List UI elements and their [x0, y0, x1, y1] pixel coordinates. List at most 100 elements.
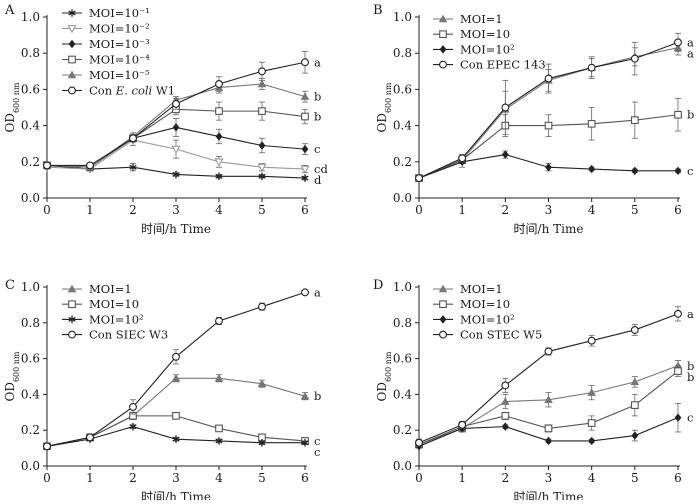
significance-label-a-3: b — [314, 110, 321, 124]
y-axis-label-sub-a: 600 nm — [12, 82, 21, 113]
y-tick-label-a-4: 0.8 — [21, 46, 40, 60]
data-point-c-0-5 — [257, 379, 267, 387]
significance-label-a-2: c — [314, 142, 320, 156]
legend-label-italic-a-5: E. coli — [115, 84, 153, 98]
x-tick-label-d-6: 6 — [674, 471, 682, 485]
data-point-a-3-5 — [258, 107, 266, 115]
data-point-c-2-2 — [129, 422, 137, 431]
y-axis-label-main-a: OD — [3, 113, 17, 132]
data-point-a-0-3-stroke-2 — [172, 172, 180, 177]
data-point-b-3-4 — [587, 63, 596, 72]
chart-panel-c: C 0 1 2 3 4 5 6 0.0 0.2 0.4 0.6 0.8 1.0 OD600 nm 时间/h T… — [3, 278, 321, 504]
x-tick-label-c-0: 0 — [43, 471, 51, 485]
legend-marker-a-0 — [68, 9, 76, 17]
panel-letter-c: C — [5, 278, 15, 293]
legend-item-c-2: MOI=10² — [62, 312, 144, 326]
legend-label-a-5: Con E. coli W1 — [89, 84, 175, 98]
series-c-1 — [43, 411, 309, 451]
data-point-a-5-0 — [43, 161, 51, 170]
data-point-c-3-1 — [86, 433, 94, 442]
x-tick-label-a-5: 5 — [258, 203, 266, 217]
data-point-c-2-4 — [215, 437, 223, 445]
legend-marker-d-2 — [439, 315, 447, 324]
data-point-c-3-3 — [172, 352, 180, 361]
legend-label-d-2: MOI=10² — [460, 312, 515, 326]
x-tick-label-b-1: 1 — [458, 203, 466, 217]
legend-marker-a-5 — [68, 86, 76, 95]
x-axis-label-en-b: Time — [553, 222, 583, 236]
legend-label-c-2: MOI=10² — [89, 312, 144, 326]
significance-label-b-3: a — [687, 35, 694, 49]
data-point-c-1-4 — [215, 424, 223, 433]
legend-item-b-2: MOI=10² — [433, 42, 515, 56]
legend-item-a-5: Con E. coli W1 — [62, 84, 175, 98]
legend-marker-d-3 — [439, 330, 447, 339]
data-point-d-0-3 — [544, 395, 553, 404]
x-axis-label-zh-b: 时间/h — [514, 222, 554, 236]
data-point-a-1-3 — [171, 145, 181, 154]
series-b-0 — [414, 40, 683, 182]
legend-label-a-2: MOI=10⁻³ — [89, 37, 150, 51]
legend-marker-c-1 — [68, 300, 76, 309]
significance-label-d-2: c — [687, 411, 693, 425]
x-axis-label-zh-d: 时间/h — [514, 490, 554, 500]
significance-label-b-2: c — [687, 164, 693, 178]
x-tick-label-c-1: 1 — [86, 471, 94, 485]
legend-marker-d-1 — [439, 300, 447, 309]
x-tick-label-d-3: 3 — [545, 471, 553, 485]
legend-label-c-0: MOI=1 — [89, 282, 132, 296]
data-point-d-3-5 — [630, 326, 639, 334]
legend-item-b-1: MOI=10 — [433, 27, 510, 41]
data-point-c-3-4 — [215, 317, 223, 325]
data-point-b-1-3 — [544, 121, 553, 130]
y-tick-label-c-1: 0.2 — [21, 423, 40, 437]
panel-letter-a: A — [4, 3, 15, 18]
y-axis-label-main-b: OD — [375, 113, 389, 132]
x-tick-label-a-6: 6 — [301, 203, 309, 217]
x-tick-label-c-2: 2 — [129, 471, 137, 485]
legend-item-a-1: MOI=10⁻² — [62, 22, 150, 36]
legend-marker-b-1 — [439, 30, 447, 39]
legend-item-c-3: Con SIEC W3 — [62, 328, 168, 342]
legend-marker-c-2 — [68, 315, 76, 324]
data-point-c-2-2-stroke-2 — [129, 424, 137, 430]
y-axis-label-a: OD600 nm — [3, 82, 21, 132]
series-line-d-3 — [418, 313, 679, 444]
significance-label-d-0: b — [687, 359, 694, 373]
legend-label-suffix-a-5: W1 — [152, 84, 175, 98]
panel-letter-b: B — [373, 3, 383, 18]
legend-marker-b-0 — [438, 14, 448, 23]
y-tick-label-c-5: 1.0 — [21, 280, 40, 294]
data-point-a-2-5 — [258, 141, 266, 150]
data-point-a-0-4-stroke-2 — [215, 173, 223, 179]
legend-marker-b-3 — [439, 60, 447, 69]
data-point-a-0-4 — [215, 172, 223, 181]
data-point-d-1-3 — [544, 424, 553, 433]
data-point-a-1-5 — [257, 163, 267, 172]
data-point-d-3-2 — [501, 381, 510, 390]
y-tick-label-a-0: 0.0 — [21, 191, 40, 205]
legend-item-a-0: MOI=10⁻¹ — [62, 6, 150, 20]
significance-label-c-2: c — [314, 445, 320, 459]
data-point-a-0-6-stroke-2 — [301, 175, 309, 181]
data-point-c-2-3 — [172, 435, 180, 443]
data-point-c-0-3 — [171, 373, 181, 382]
chart-panel-a: A 0 1 2 3 4 5 6 0.0 0.2 0.4 0.6 0.8 1.0 OD600 nm 时间/h T… — [3, 3, 328, 236]
legend-item-d-0: MOI=1 — [433, 282, 503, 296]
data-point-a-4-5 — [257, 79, 267, 88]
data-point-c-0-4 — [214, 373, 224, 382]
y-tick-label-a-3: 0.6 — [21, 82, 40, 96]
x-tick-label-a-4: 4 — [215, 203, 223, 217]
y-tick-label-d-2: 0.4 — [393, 387, 412, 401]
data-point-b-3-5 — [630, 54, 639, 63]
data-point-c-0-6 — [300, 391, 310, 400]
legend-marker-d-0 — [438, 284, 448, 293]
y-axis-label-sub-c: 600 nm — [12, 351, 21, 382]
legend-item-a-4: MOI=10⁻⁵ — [62, 68, 150, 82]
data-point-d-3-1 — [458, 420, 467, 429]
x-axis-label-a: 时间/h Time — [141, 222, 211, 236]
significance-label-c-1: c — [314, 434, 320, 448]
